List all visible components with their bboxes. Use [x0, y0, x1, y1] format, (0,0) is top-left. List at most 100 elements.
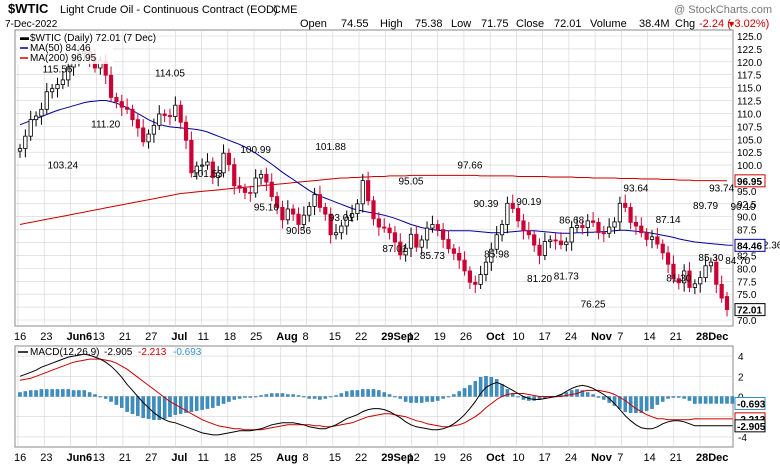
macd-hist-bar: [687, 396, 692, 401]
macd-hist-bar: [371, 389, 376, 397]
price-annotation: 114.05: [155, 69, 185, 80]
macd-hist-bar: [441, 396, 445, 399]
candle-body: [580, 225, 585, 228]
macd-hist-bar: [361, 389, 365, 397]
candle-body: [505, 202, 510, 225]
macd-hist-bar: [66, 389, 70, 397]
candle-body: [60, 79, 65, 85]
macd-hist-bar: [623, 396, 627, 412]
x-tick-label-bottom: 19: [434, 452, 446, 464]
candle-body: [194, 165, 199, 174]
x-tick-label: 21: [119, 331, 131, 343]
macd-hist-bar: [596, 396, 601, 398]
candle-body: [253, 177, 258, 194]
macd-hist-bar: [585, 392, 590, 397]
chg-label: Chg: [675, 18, 695, 30]
macd-hist-bar: [178, 396, 183, 414]
candle-body: [317, 194, 323, 208]
candle-body: [146, 133, 151, 143]
macd-legend-hist: -0.693: [173, 347, 202, 358]
macd-y-tick-label: 4: [738, 352, 744, 363]
x-tick-label: 26: [460, 331, 472, 343]
macd-hist-bar: [500, 384, 504, 397]
price-annotation: 93.01: [329, 213, 354, 224]
candle-body: [408, 233, 414, 249]
price-annotation: 81.20: [527, 274, 552, 285]
macd-hist-bar: [569, 390, 574, 397]
candle-body: [521, 220, 526, 232]
price-annotation: 93.64: [623, 183, 648, 194]
macd-hist-bar: [644, 396, 649, 411]
candle-body: [242, 187, 248, 193]
open-value: 74.55: [341, 18, 369, 30]
macd-hist-bar: [425, 396, 429, 402]
x-tick-label-bottom: 27: [145, 452, 157, 464]
macd-hist-bar: [296, 395, 301, 397]
price-y-tick-label: 105.0: [737, 135, 762, 146]
candle-body: [424, 227, 430, 241]
macd-hist-bar: [232, 396, 236, 400]
candle-body: [328, 213, 333, 236]
price-annotation: 115.56: [43, 65, 73, 76]
candle-body: [719, 283, 724, 299]
candle-body: [17, 148, 23, 152]
x-tick-label: 7: [617, 331, 623, 343]
macd-hist-bar: [639, 396, 644, 413]
candle-body: [210, 161, 215, 178]
candle-body: [558, 240, 564, 246]
candle-body: [125, 106, 130, 110]
macd-right-label-box: [734, 419, 766, 433]
chg-value: -2.24 (-3.02%): [699, 18, 769, 30]
price-annotation: 85.73: [420, 251, 445, 262]
x-tick-label-bottom: 26: [460, 452, 472, 464]
price-y-tick-label: 92.5: [737, 200, 757, 211]
x-tick-label: 14: [644, 331, 656, 343]
price-right-labels: 96.95 84.46 72.01: [734, 174, 766, 317]
macd-hist-bar: [114, 396, 119, 405]
price-annotation: 97.66: [457, 161, 482, 172]
macd-hist-bar: [221, 396, 226, 404]
macd-hist-bar: [312, 396, 317, 399]
macd-right-label: -0.693: [737, 399, 766, 410]
candle-body: [671, 263, 676, 280]
candle-body: [687, 270, 692, 288]
candle-body: [382, 226, 387, 229]
price-y-tick-label: 95.0: [737, 187, 757, 198]
candle-body: [312, 194, 317, 207]
macd-hist-bar: [205, 396, 210, 409]
candle-body: [55, 84, 60, 90]
price-annotation: 85.30: [698, 253, 723, 264]
candle-body: [355, 203, 360, 215]
macd-hist-bar: [382, 392, 386, 397]
macd-hist-bar: [677, 396, 681, 398]
candle-body: [221, 152, 226, 174]
price-y-tick-label: 112.5: [737, 97, 762, 108]
price-annotation: 85.98: [484, 249, 509, 260]
x-tick-label-bottom: 23: [40, 452, 52, 464]
macd-hist-bar: [714, 396, 719, 404]
macd-hist-bar: [478, 377, 483, 397]
x-tick-label: 11: [198, 331, 209, 343]
macd-legend-label: MACD(12,26,9): [30, 347, 99, 358]
open-label: Open: [300, 18, 327, 30]
candle-body: [151, 124, 157, 135]
close-label: Close: [516, 18, 544, 30]
price-annotation: 90.19: [516, 197, 541, 208]
macd-hist-bar: [211, 396, 215, 408]
candle-body: [489, 248, 494, 263]
macd-hist-bar: [618, 396, 622, 409]
macd-hist-bar: [55, 389, 60, 397]
macd-hist-bar: [489, 377, 494, 397]
macd-hist-bar: [189, 396, 194, 412]
price-annotations: 115.56 103.24 111.20 114.05 101.53 100.99 95.1…: [43, 65, 780, 311]
x-tick-label: Oct: [486, 331, 505, 343]
macd-hist-bar: [409, 396, 413, 403]
candle-body: [703, 265, 708, 279]
low-label: Low: [451, 18, 471, 30]
price-annotation: 103.24: [48, 160, 79, 171]
candle-body: [548, 239, 553, 242]
macd-hist-bar: [39, 389, 44, 397]
price-y-tick-label: 122.5: [737, 45, 762, 56]
x-tick-label-bottom: 14: [644, 452, 656, 464]
candle-body: [596, 222, 601, 234]
